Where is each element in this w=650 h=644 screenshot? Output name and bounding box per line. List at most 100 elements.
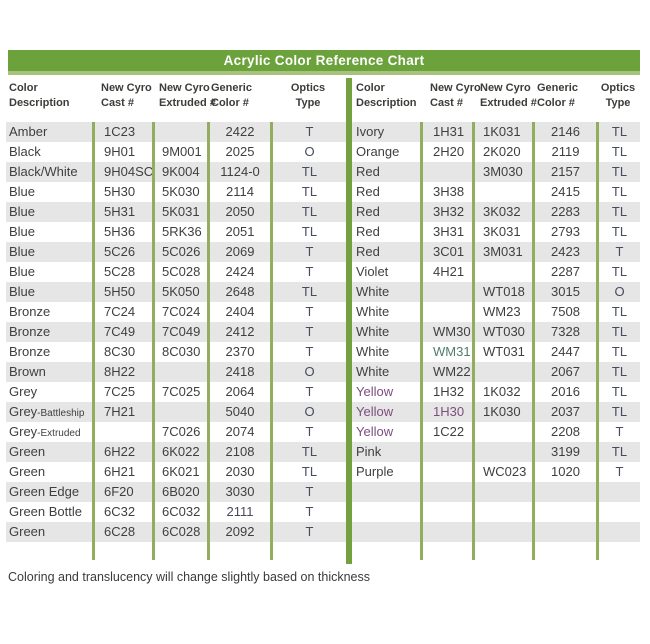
extruded-number-cell <box>472 522 532 542</box>
optics-type-cell: TL <box>596 262 640 282</box>
generic-color-cell <box>532 502 596 522</box>
cast-number-cell: 5H31 <box>92 202 152 222</box>
table-row <box>352 482 640 502</box>
generic-color-cell <box>532 522 596 542</box>
optics-type-cell: T <box>596 462 640 482</box>
generic-color-cell: 2422 <box>207 122 270 142</box>
left-table-rows: Amber 1C23 2422 T Black 9H01 9M001 2025 O Black/W… <box>6 122 346 542</box>
table-row: White WM22 2067 TL <box>352 362 640 382</box>
extruded-number-cell: 5C028 <box>152 262 207 282</box>
table-row: Blue 5H30 5K030 2114 TL <box>6 182 346 202</box>
extruded-number-cell: 3K032 <box>472 202 532 222</box>
table-row: Red 3H31 3K031 2793 TL <box>352 222 640 242</box>
generic-color-cell: 2283 <box>532 202 596 222</box>
cast-number-cell: 1H30 <box>420 402 472 422</box>
color-description-cell: White <box>356 344 390 359</box>
color-description-cell: Bronze <box>9 344 51 359</box>
extruded-number-cell: 8C030 <box>152 342 207 362</box>
color-description-cell: Blue <box>9 184 36 199</box>
generic-color-cell: 2287 <box>532 262 596 282</box>
optics-type-cell: TL <box>596 362 640 382</box>
optics-type-cell: T <box>270 522 346 542</box>
cast-number-cell: 3C01 <box>420 242 472 262</box>
extruded-number-cell: 5C026 <box>152 242 207 262</box>
cast-number-cell: 2H20 <box>420 142 472 162</box>
cast-number-cell: 7C24 <box>92 302 152 322</box>
color-description-cell: Green <box>9 524 46 539</box>
table-row: Purple WC023 1020 T <box>352 462 640 482</box>
extruded-number-cell: 9M001 <box>152 142 207 162</box>
left-table-header-row: Color Description New Cyro Cast # New Cyro… <box>6 78 346 122</box>
optics-type-cell: O <box>596 282 640 302</box>
generic-color-cell: 1124-0 <box>207 162 270 182</box>
generic-color-cell: 2208 <box>532 422 596 442</box>
optics-type-cell: T <box>270 342 346 362</box>
extruded-number-cell: 5RK36 <box>152 222 207 242</box>
cast-number-cell: 5H30 <box>92 182 152 202</box>
cast-number-cell: 5C26 <box>92 242 152 262</box>
extruded-number-cell: 6K021 <box>152 462 207 482</box>
table-row: Green 6H21 6K021 2030 TL <box>6 462 346 482</box>
generic-color-cell: 2412 <box>207 322 270 342</box>
optics-type-cell: TL <box>596 162 640 182</box>
optics-type-cell: T <box>270 122 346 142</box>
optics-type-cell: T <box>270 322 346 342</box>
extruded-number-cell: 7C049 <box>152 322 207 342</box>
color-description-cell: Grey-Extruded <box>9 424 81 439</box>
cast-number-cell <box>420 462 472 482</box>
optics-type-cell: O <box>270 362 346 382</box>
color-description-cell: Yellow <box>356 424 394 439</box>
generic-color-cell: 5040 <box>207 402 270 422</box>
extruded-number-cell <box>152 362 207 382</box>
cast-number-cell: 6F20 <box>92 482 152 502</box>
table-row: Grey 7C25 7C025 2064 T <box>6 382 346 402</box>
table-row: Grey-Extruded 7C026 2074 T <box>6 422 346 442</box>
table-row: White WM31 WT031 2447 TL <box>352 342 640 362</box>
column-header-generic-color: Generic Color # <box>537 82 578 109</box>
generic-color-cell: 1020 <box>532 462 596 482</box>
generic-color-cell: 2092 <box>207 522 270 542</box>
generic-color-cell: 2415 <box>532 182 596 202</box>
extruded-number-cell: 2K020 <box>472 142 532 162</box>
color-description-cell: White <box>356 304 390 319</box>
color-description-cell: Ivory <box>356 124 385 139</box>
extruded-number-cell <box>472 442 532 462</box>
optics-type-cell: T <box>270 242 346 262</box>
optics-type-cell: TL <box>596 122 640 142</box>
generic-color-cell: 2064 <box>207 382 270 402</box>
color-description-cell <box>352 482 420 502</box>
color-description-cell: White <box>356 364 390 379</box>
optics-type-cell: T <box>270 262 346 282</box>
color-description-cell: Red <box>356 184 380 199</box>
cast-number-cell: WM30 <box>420 322 472 342</box>
table-row: Black/White 9H04SC 9K004 1124-0 TL <box>6 162 346 182</box>
color-description-cell: Black/White <box>9 164 78 179</box>
optics-type-cell: TL <box>270 182 346 202</box>
generic-color-cell: 2016 <box>532 382 596 402</box>
color-description-cell: Red <box>356 204 380 219</box>
cast-number-cell <box>92 422 152 442</box>
cast-number-cell: 6H22 <box>92 442 152 462</box>
cast-number-cell: 6H21 <box>92 462 152 482</box>
generic-color-cell: 2051 <box>207 222 270 242</box>
table-row: Bronze 7C24 7C024 2404 T <box>6 302 346 322</box>
extruded-number-cell: 5K050 <box>152 282 207 302</box>
generic-color-cell: 2030 <box>207 462 270 482</box>
color-description-cell: Blue <box>9 224 36 239</box>
table-row: Red 3H38 2415 TL <box>352 182 640 202</box>
optics-type-cell: TL <box>270 202 346 222</box>
extruded-number-cell: 6C028 <box>152 522 207 542</box>
generic-color-cell: 2037 <box>532 402 596 422</box>
column-header-new-cyro-cast: New Cyro Cast # <box>101 82 152 109</box>
color-description-cell <box>352 522 420 542</box>
table-row: Orange 2H20 2K020 2119 TL <box>352 142 640 162</box>
color-description-cell: Amber <box>9 124 48 139</box>
color-description-cell: Grey <box>9 384 38 399</box>
chart-title-banner: Acrylic Color Reference Chart <box>8 50 640 75</box>
table-row: Bronze 8C30 8C030 2370 T <box>6 342 346 362</box>
color-description-cell: Green Bottle <box>9 504 82 519</box>
column-header-color-description: Color Description <box>9 82 70 109</box>
color-description-cell: Black <box>9 144 41 159</box>
table-row: Yellow 1H32 1K032 2016 TL <box>352 382 640 402</box>
